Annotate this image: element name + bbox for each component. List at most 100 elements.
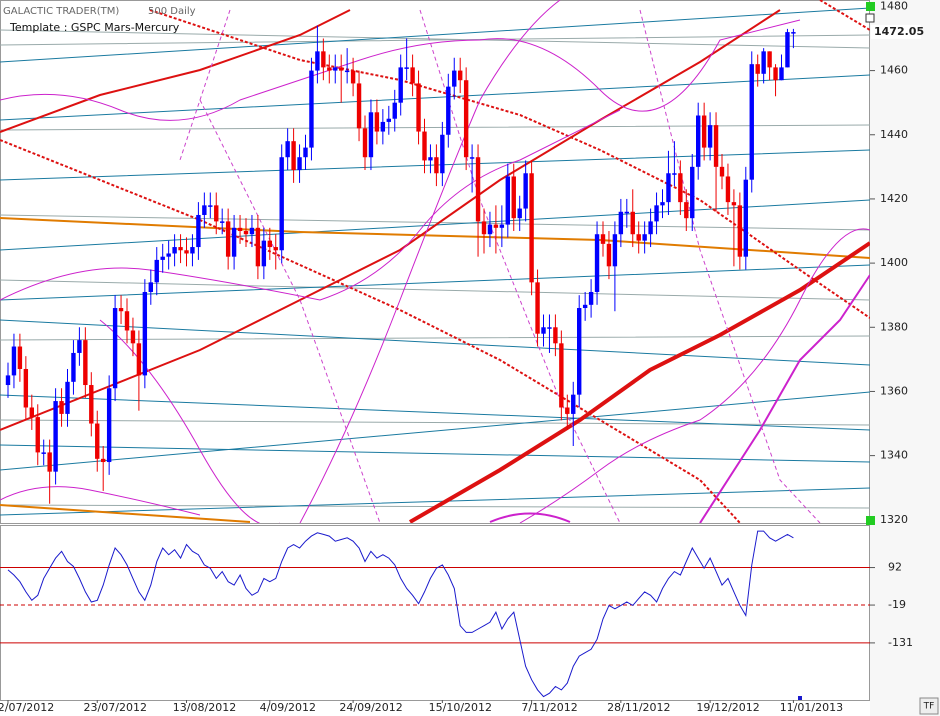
candle-body (523, 173, 528, 209)
x-tick-label: 2/07/2012 (0, 701, 54, 714)
candle-body (440, 134, 445, 174)
candle-body (707, 125, 713, 148)
x-tick-label: 19/12/2012 (696, 701, 759, 714)
candle-body (713, 125, 719, 167)
candle-body (719, 166, 725, 177)
candle-body (469, 157, 475, 159)
candle-body (666, 173, 671, 203)
candle-body (208, 205, 213, 207)
x-tick-label: 24/09/2012 (339, 701, 402, 714)
candle-body (594, 234, 600, 292)
candle-body (636, 234, 641, 241)
candle-body (196, 214, 201, 248)
y-tick-label: 1400 (880, 256, 908, 269)
candle-body (684, 202, 689, 219)
candle-body (23, 368, 29, 408)
candle-body (148, 282, 153, 292)
candle-body (743, 179, 748, 257)
candle-body (505, 176, 510, 225)
candle-body (612, 234, 618, 267)
candle-body (154, 259, 159, 283)
template-name: Template : GSPC Mars-Mercury (9, 21, 180, 34)
candle-body (654, 205, 659, 222)
candle-body (749, 64, 754, 180)
candle-body (458, 70, 463, 81)
x-tick-label: 13/08/2012 (173, 701, 236, 714)
candle-body (225, 221, 231, 257)
candle-body (606, 243, 612, 267)
candle-body (511, 176, 516, 219)
price-pane-border (0, 0, 870, 524)
candle-body (184, 250, 189, 254)
candle-body (95, 423, 100, 459)
candle-body (731, 202, 737, 206)
y-tick-label: 1320 (880, 513, 908, 526)
candle-body (5, 375, 11, 386)
candle-body (362, 128, 368, 158)
candle-body (565, 407, 570, 414)
candle-body (690, 166, 695, 219)
candle-body (321, 51, 326, 68)
scale-handle[interactable] (866, 516, 875, 525)
candle-body (475, 157, 481, 222)
candle-body (761, 51, 766, 74)
candle-body (410, 67, 415, 84)
candle-body (291, 141, 296, 171)
pane-button[interactable] (865, 13, 875, 23)
candle-body (517, 208, 522, 219)
candle-body (344, 70, 350, 73)
candle-body (178, 247, 183, 251)
gray-line (0, 29, 870, 509)
candle-body (648, 221, 653, 235)
x-tick-label: 15/10/2012 (429, 701, 492, 714)
tf-button-label[interactable]: TF (923, 702, 935, 712)
candle-body (582, 304, 588, 309)
x-tick-label: 23/07/2012 (84, 701, 147, 714)
candle-body (101, 458, 106, 463)
candle-body (17, 346, 23, 369)
oscillator-plot (0, 530, 870, 698)
candle-body (630, 211, 635, 235)
candle-body (166, 253, 171, 257)
x-tick-label: 11/01/2013 (780, 701, 843, 714)
scroll-marker (798, 696, 802, 700)
candle-body (339, 67, 344, 71)
candle-body (59, 401, 64, 414)
candle-body (785, 32, 790, 68)
candle-body (47, 452, 52, 472)
candle-body (696, 115, 701, 167)
magenta-line (0, 0, 870, 523)
candle-body (380, 121, 386, 132)
candle-body (701, 115, 707, 148)
candle-body (83, 340, 88, 386)
candle-body (89, 385, 94, 424)
candle-body (273, 247, 278, 251)
candle-body (35, 417, 40, 453)
scale-handle[interactable] (866, 2, 875, 11)
candle-body (529, 173, 534, 283)
candle-body (541, 327, 546, 334)
candle-body (172, 247, 177, 254)
candle-body (755, 64, 760, 74)
candle-body (267, 240, 272, 248)
candle-body (303, 147, 308, 158)
candle-body (535, 282, 540, 334)
orange-line (0, 217, 870, 523)
candle-body (112, 308, 118, 389)
tf-button[interactable] (919, 697, 939, 715)
candle-body (29, 407, 34, 418)
candle-body (577, 308, 582, 395)
y-tick-label: 1340 (880, 449, 908, 462)
candle-body (220, 221, 225, 223)
candle-body (130, 330, 136, 344)
candle-body (553, 327, 558, 344)
red-thick-line (408, 241, 870, 523)
oscillator-pane-border (0, 525, 870, 701)
candle-body (404, 67, 409, 69)
candle-body (356, 83, 362, 129)
candle-body (160, 256, 165, 260)
candle-body (333, 67, 338, 71)
candle-body (422, 131, 427, 161)
candle-body (368, 112, 374, 158)
candle-body (463, 80, 469, 158)
